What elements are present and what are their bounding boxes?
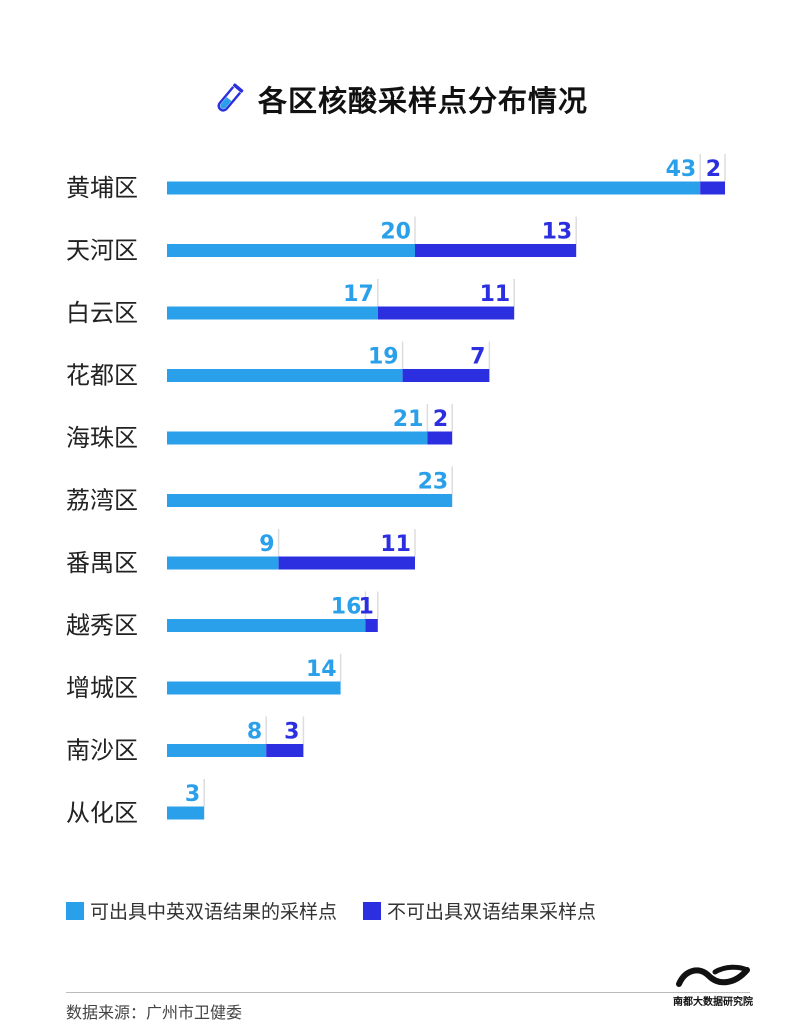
data-label-bilingual: 16: [331, 595, 362, 620]
data-label-bilingual: 8: [247, 720, 262, 745]
bar-non-bilingual: [266, 744, 304, 757]
publisher-logo-mark: [676, 964, 750, 987]
data-label-bilingual: 20: [380, 220, 411, 245]
bar-non-bilingual: [415, 244, 577, 257]
data-label-bilingual: 19: [368, 345, 399, 370]
bar-non-bilingual: [700, 181, 725, 195]
category-label: 海珠区: [66, 424, 138, 452]
legend-item-non-bilingual: 不可出具双语结果采样点: [363, 897, 596, 924]
legend-swatch-non-bilingual: [363, 901, 382, 920]
publisher-logo: 南都大数据研究院: [670, 964, 756, 1008]
bar-non-bilingual: [365, 619, 378, 632]
data-label-bilingual: 43: [666, 157, 697, 182]
bar-bilingual: [167, 806, 205, 820]
category-label: 黄埔区: [66, 174, 138, 202]
bar-bilingual: [167, 619, 366, 632]
bar-non-bilingual: [402, 369, 490, 382]
data-label-bilingual: 17: [343, 282, 374, 307]
data-label-non-bilingual: 7: [470, 345, 485, 370]
bar-non-bilingual: [377, 306, 515, 320]
bar-bilingual: [167, 556, 279, 570]
bar-bilingual: [167, 369, 403, 382]
category-label: 番禺区: [66, 549, 138, 577]
legend-swatch-bilingual: [66, 901, 84, 920]
data-label-non-bilingual: 11: [480, 282, 511, 307]
bar-bilingual: [167, 181, 701, 195]
data-label-non-bilingual: 2: [706, 157, 721, 182]
data-label-bilingual: 9: [259, 532, 274, 557]
test-tube-icon: [217, 83, 244, 112]
category-label: 荔湾区: [66, 487, 138, 515]
legend: 可出具中英双语结果的采样点 不可出具双语结果采样点: [66, 897, 622, 924]
publisher-logo-text: 南都大数据研究院: [673, 997, 753, 1008]
data-label-bilingual: 14: [306, 657, 337, 682]
data-label-non-bilingual: 11: [380, 532, 411, 557]
chart-title: 各区核酸采样点分布情况: [0, 78, 800, 120]
data-label-bilingual: 21: [393, 407, 424, 432]
legend-label-non-bilingual: 不可出具双语结果采样点: [387, 901, 597, 923]
data-label-non-bilingual: 3: [284, 720, 299, 745]
bar-bilingual: [167, 744, 267, 757]
bar-bilingual: [167, 431, 428, 445]
footer-divider: [66, 992, 750, 993]
bar-bilingual: [167, 681, 341, 695]
category-label: 增城区: [66, 674, 138, 702]
category-label: 南沙区: [66, 737, 138, 765]
category-label: 花都区: [66, 362, 138, 390]
legend-label-bilingual: 可出具中英双语结果的采样点: [90, 901, 338, 923]
data-source: 数据来源：广州市卫健委: [66, 1003, 243, 1022]
category-label: 越秀区: [66, 612, 138, 640]
bar-non-bilingual: [278, 556, 415, 570]
category-label: 从化区: [66, 799, 138, 827]
bar-bilingual: [167, 306, 378, 320]
bar-non-bilingual: [427, 431, 453, 445]
page-title: 各区核酸采样点分布情况: [257, 84, 588, 118]
data-label-non-bilingual: 2: [433, 407, 448, 432]
bar-bilingual: [167, 244, 415, 257]
data-label-non-bilingual: 1: [358, 595, 373, 620]
data-label-bilingual: 3: [185, 782, 200, 807]
bar-bilingual: [167, 494, 453, 507]
data-label-bilingual: 23: [418, 470, 449, 495]
data-label-non-bilingual: 13: [542, 220, 573, 245]
legend-item-bilingual: 可出具中英双语结果的采样点: [66, 897, 337, 924]
category-label: 天河区: [66, 237, 138, 265]
category-label: 白云区: [66, 299, 138, 327]
